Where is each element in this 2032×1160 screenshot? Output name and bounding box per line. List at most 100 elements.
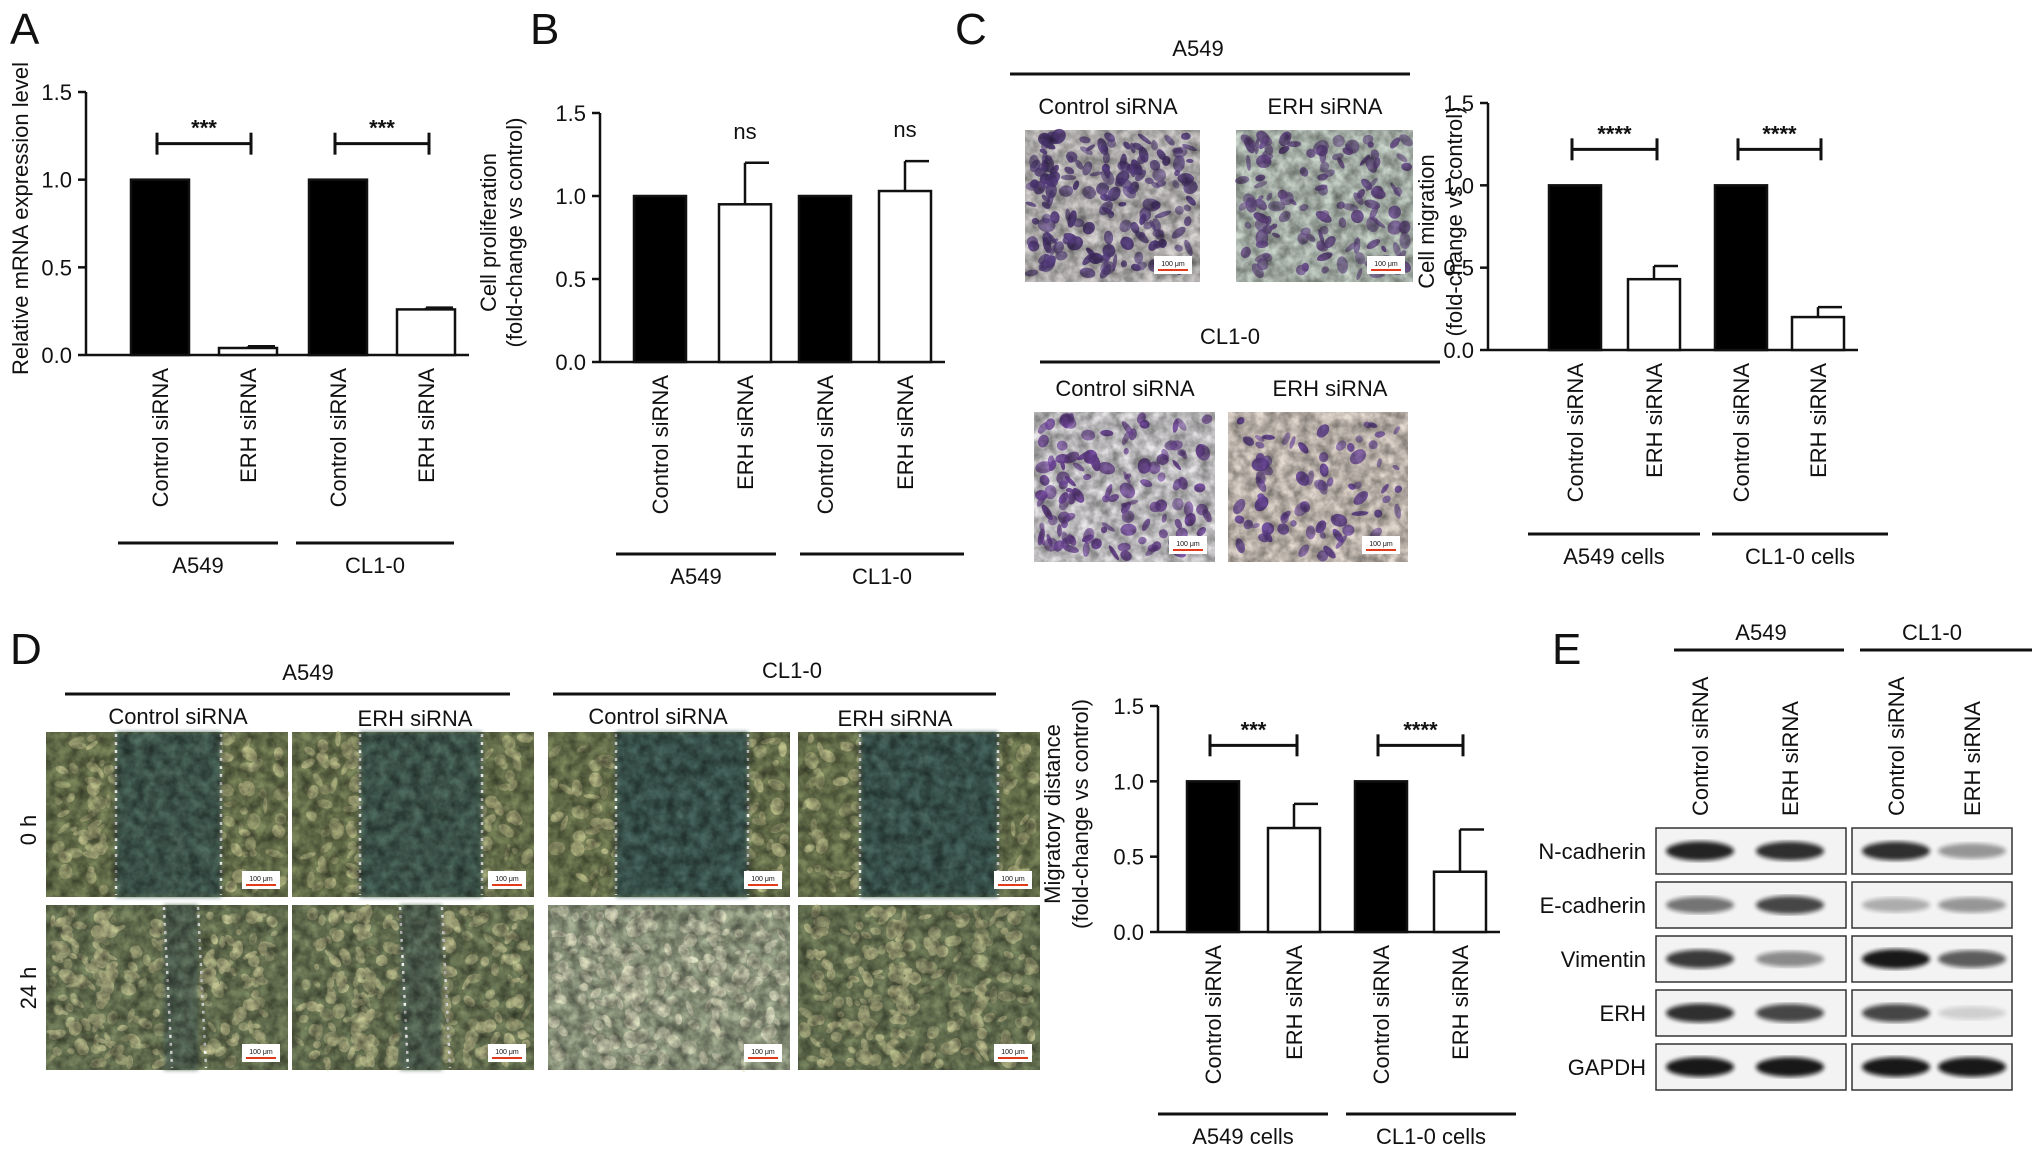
scale-bar-label: 100 μm [751, 876, 775, 883]
y-tick-label: 1.5 [41, 80, 72, 105]
blot-protein-label: E-cadherin [1540, 893, 1646, 918]
group-label: CL1-0 [345, 553, 405, 578]
chart-panel-b: 0.0 0.5 1.0 1.5 Cell proliferation (fold-chan… [476, 101, 964, 589]
scale-bar-label: 100 μm [1001, 876, 1025, 883]
y-tick-label: 1.0 [1443, 173, 1474, 198]
scale-bar-label: 100 μm [1369, 541, 1393, 548]
blot-band [1756, 896, 1824, 914]
blot-band [1938, 843, 2006, 859]
blot-band [1862, 949, 1930, 969]
significance-label: *** [1241, 717, 1267, 742]
bar [395, 308, 457, 357]
group-label: CL1-0 cells [1745, 544, 1855, 569]
y-axis-label-2: (fold-change vs control) [1442, 107, 1467, 337]
bar [1547, 184, 1603, 352]
scale-bar-label: 100 μm [249, 876, 273, 883]
blot-lane-label: Control siRNA [1884, 676, 1909, 816]
blot-band [1666, 841, 1734, 861]
blot-protein-label: N-cadherin [1538, 839, 1646, 864]
y-axis-label: Migratory distance [1040, 724, 1065, 904]
significance-label: *** [191, 116, 217, 141]
y-tick-label: 0.5 [555, 267, 586, 292]
category-label: Control siRNA [813, 375, 838, 515]
blot-band [1666, 1057, 1734, 1077]
scale-bar-label: 100 μm [1374, 261, 1398, 268]
micrograph-a549-control: 100 μm [1024, 128, 1200, 282]
blot-band [1938, 950, 2006, 968]
category-label: Control siRNA [648, 375, 673, 515]
category-label: Control siRNA [1201, 945, 1226, 1085]
micro-c-cond-control-cl10: Control siRNA [1055, 376, 1195, 401]
blot-protein-label: Vimentin [1561, 947, 1646, 972]
y-tick-label: 1.0 [41, 168, 72, 193]
panel-letter-d: D [10, 625, 42, 674]
scale-bar-label: 100 μm [249, 1049, 273, 1056]
y-tick-label: 0.5 [1443, 256, 1474, 281]
micro-c-group-cl10: CL1-0 [1200, 324, 1260, 349]
blot-protein-label: GAPDH [1568, 1055, 1646, 1080]
category-label: ERH siRNA [1448, 945, 1473, 1060]
blot-group-label: A549 [1735, 620, 1786, 645]
micrograph-24h: 100 μm [46, 905, 288, 1070]
micrograph-24h: 100 μm [292, 904, 534, 1071]
blot-band [1666, 1003, 1734, 1023]
bar [797, 194, 853, 364]
blot-lane-label: ERH siRNA [1960, 701, 1985, 816]
group-label: A549 cells [1563, 544, 1665, 569]
chart-panel-d: 0.0 0.5 1.0 1.5 Migratory distance (fold-chan… [1040, 694, 1516, 1149]
y-tick-label: 0.0 [41, 343, 72, 368]
blot-band [1756, 951, 1824, 967]
y-tick-label: 0.5 [41, 255, 72, 280]
blot-band [1666, 896, 1734, 914]
group-label: CL1-0 [852, 564, 912, 589]
y-tick-label: 1.5 [1113, 694, 1144, 719]
category-label: Control siRNA [326, 368, 351, 508]
micro-d-group-cl10: CL1-0 [762, 658, 822, 683]
bar [129, 178, 191, 357]
significance-label: **** [1597, 121, 1632, 146]
micro-d-cond-control-cl10: Control siRNA [588, 704, 728, 729]
blot-group-label: CL1-0 [1902, 620, 1962, 645]
chart-panel-c: 0.0 0.5 1.0 1.5 Cell migration (fold-change v… [1414, 91, 1888, 569]
scale-bar-label: 100 μm [1176, 541, 1200, 548]
chart-panel-a: 0.0 0.5 1.0 1.5 Relative mRNA expression lev… [8, 62, 469, 578]
scale-bar-label: 100 μm [751, 1049, 775, 1056]
micro-d-time-0h: 0 h [16, 815, 41, 846]
group-label: A549 cells [1192, 1124, 1294, 1149]
significance-label: **** [1403, 717, 1438, 742]
micrograph-0h: 100 μm [46, 731, 290, 897]
panel-letter-c: C [955, 5, 987, 54]
scale-bar-label: 100 μm [1161, 261, 1185, 268]
micrograph-a549-erh: 100 μm [1234, 130, 1413, 282]
micrograph-24h: 100 μm [548, 905, 790, 1073]
group-label: CL1-0 cells [1376, 1124, 1486, 1149]
bar [632, 194, 688, 364]
category-label: ERH siRNA [893, 375, 918, 490]
y-axis-label: Cell proliferation [476, 153, 501, 312]
bar [1713, 184, 1769, 352]
y-tick-label: 0.5 [1113, 845, 1144, 870]
micrograph-0h: 100 μm [547, 732, 790, 898]
blot-band [1862, 897, 1930, 913]
panel-letter-a: A [10, 5, 40, 54]
panel-letter-e: E [1552, 625, 1581, 674]
category-label: Control siRNA [1369, 945, 1394, 1085]
y-axis-label: Cell migration [1414, 154, 1439, 289]
blot-lane-label: Control siRNA [1688, 676, 1713, 816]
category-label: Control siRNA [1729, 363, 1754, 503]
y-tick-label: 0.0 [1443, 338, 1474, 363]
scale-bar-label: 100 μm [495, 1049, 519, 1056]
micro-c-cond-erh-a549: ERH siRNA [1268, 94, 1383, 119]
micro-c-cond-control-a549: Control siRNA [1038, 94, 1178, 119]
micro-c-group-a549: A549 [1172, 36, 1223, 61]
y-tick-label: 1.0 [555, 184, 586, 209]
panel-letter-b: B [530, 5, 559, 54]
category-label: Control siRNA [1563, 363, 1588, 503]
category-label: ERH siRNA [733, 375, 758, 490]
blot-band [1756, 1004, 1824, 1022]
micro-d-cond-control-a549: Control siRNA [108, 704, 248, 729]
bar [307, 178, 369, 357]
y-tick-label: 0.0 [1113, 920, 1144, 945]
micro-d-cond-erh-a549: ERH siRNA [358, 706, 473, 731]
